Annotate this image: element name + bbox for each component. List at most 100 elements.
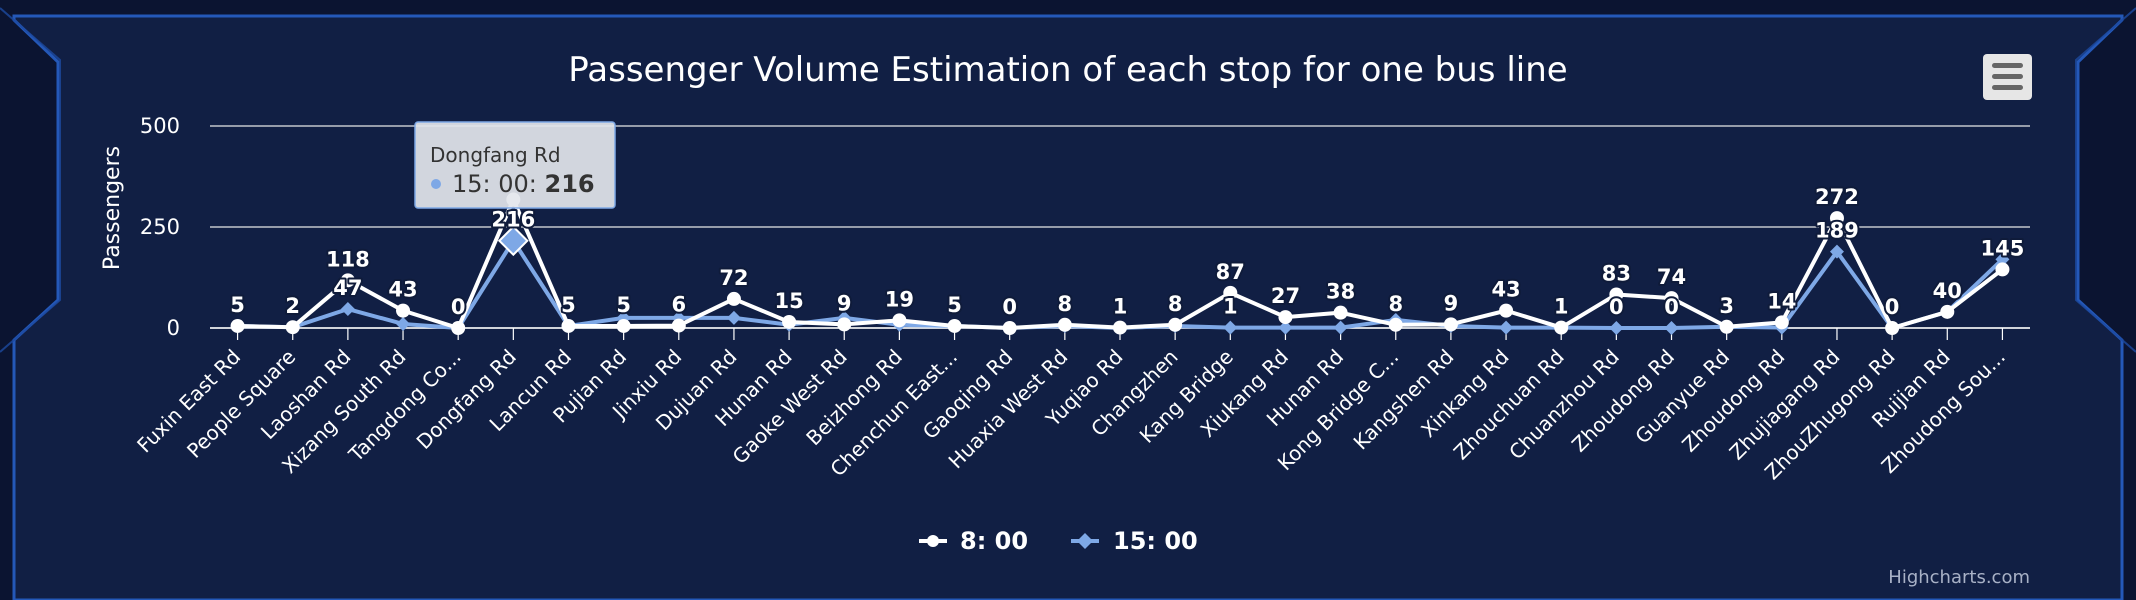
data-label: 5 <box>947 293 962 317</box>
data-point[interactable] <box>1002 321 1017 335</box>
data-point[interactable] <box>1664 321 1679 335</box>
data-label: 1 <box>1554 295 1569 319</box>
data-labels: 5 2 118 43 0 5 5 6 72 15 9 19 5 0 8 1 8 87 27 38 8 9 43 1 83 74 3 1… <box>228 183 2026 321</box>
data-label: 2 <box>285 294 300 318</box>
hamburger-icon <box>1992 63 2023 90</box>
data-point[interactable] <box>1719 319 1734 334</box>
data-point[interactable] <box>340 273 355 288</box>
data-point[interactable] <box>1609 321 1624 335</box>
data-point[interactable] <box>1885 321 1900 335</box>
data-point[interactable] <box>561 318 576 333</box>
data-point[interactable] <box>1664 291 1679 306</box>
data-label: 8 <box>1388 292 1403 316</box>
data-point[interactable] <box>947 318 962 333</box>
credits-link[interactable]: Highcharts.com <box>1888 567 2030 588</box>
data-point[interactable] <box>726 310 741 325</box>
data-point[interactable] <box>1774 315 1789 330</box>
data-label: 5 <box>616 293 631 317</box>
data-label: 1 <box>1223 295 1238 319</box>
data-point[interactable] <box>1554 320 1569 335</box>
data-point[interactable] <box>616 318 631 333</box>
data-point[interactable] <box>1829 244 1844 259</box>
data-point[interactable] <box>230 318 245 333</box>
y-tick-label: 250 <box>140 215 180 239</box>
legend-item-15-00[interactable]: 15: 00 <box>1071 527 1198 555</box>
data-point[interactable] <box>1995 252 2010 267</box>
data-label: 0 <box>1002 295 1017 319</box>
legend-label-15-00: 15: 00 <box>1113 527 1198 555</box>
legend-item-8-00[interactable]: 8: 00 <box>919 527 1028 555</box>
data-point[interactable] <box>1388 317 1403 332</box>
data-point[interactable] <box>285 320 300 335</box>
data-point[interactable] <box>1278 320 1293 335</box>
data-point[interactable] <box>1168 317 1183 332</box>
data-label: 27 <box>1271 284 1300 308</box>
tooltip-series-name: 15: 00 <box>452 170 529 198</box>
data-point[interactable] <box>1499 303 1514 318</box>
menu-button[interactable] <box>1983 54 2032 100</box>
y-axis-ticks: 0 250 500 <box>140 114 180 340</box>
data-label: 272 <box>1815 185 1859 209</box>
data-point[interactable] <box>1499 320 1514 335</box>
data-point[interactable] <box>1333 320 1348 335</box>
data-point[interactable] <box>892 313 907 328</box>
data-label: 9 <box>837 291 852 315</box>
data-label: 0 <box>451 295 466 319</box>
data-point[interactable] <box>1829 211 1844 226</box>
data-label: 118 <box>326 247 370 271</box>
data-point[interactable] <box>1113 320 1127 335</box>
data-point[interactable] <box>340 302 355 317</box>
data-label: 14 <box>1767 289 1796 313</box>
data-point[interactable] <box>671 318 686 333</box>
data-label: 38 <box>1326 280 1355 304</box>
data-label: 1 <box>1113 295 1128 319</box>
tooltip-header: Dongfang Rd <box>430 143 561 167</box>
data-label: 216 <box>491 208 535 232</box>
hovered-data-point[interactable] <box>497 225 529 257</box>
data-label: 0 <box>1664 295 1679 319</box>
data-point[interactable] <box>451 321 466 335</box>
chart-title: Passenger Volume Estimation of each stop… <box>568 50 1567 90</box>
data-label: 15 <box>774 289 803 313</box>
data-point[interactable] <box>1223 320 1238 335</box>
data-label: 6 <box>671 293 686 317</box>
data-label: 72 <box>719 266 748 290</box>
data-point[interactable] <box>1609 287 1624 302</box>
data-point[interactable] <box>1223 285 1238 300</box>
data-label: 5 <box>561 293 576 317</box>
tooltip-separator: : <box>529 170 545 198</box>
data-point[interactable] <box>396 316 411 331</box>
data-label: 8 <box>1058 292 1073 316</box>
data-label: 83 <box>1602 261 1631 285</box>
data-label: 0 <box>1609 295 1624 319</box>
data-point[interactable] <box>837 317 852 332</box>
y-tick-label: 500 <box>140 114 180 138</box>
y-tick-label: 0 <box>167 316 180 340</box>
data-point[interactable] <box>1057 317 1072 332</box>
data-label: 47 <box>333 276 362 300</box>
data-label: 43 <box>388 278 417 302</box>
data-label: 5 <box>230 293 245 317</box>
data-label: 3 <box>1719 294 1734 318</box>
data-point[interactable] <box>1940 304 1955 319</box>
data-label: 43 <box>1491 278 1520 302</box>
data-point[interactable] <box>782 314 797 329</box>
data-point[interactable] <box>1443 317 1458 332</box>
data-label: 9 <box>1444 291 1459 315</box>
data-point[interactable] <box>396 303 411 318</box>
legend-label-8-00: 8: 00 <box>960 527 1028 555</box>
data-label: 189 <box>1815 219 1859 243</box>
data-point[interactable] <box>1278 310 1293 325</box>
data-point[interactable] <box>726 291 741 306</box>
data-label: 74 <box>1657 265 1686 289</box>
y-axis-title: Passengers <box>100 146 125 270</box>
tooltip: Dongfang Rd 15: 00: 216 <box>414 121 616 209</box>
data-point[interactable] <box>1333 305 1348 320</box>
data-point[interactable] <box>1995 262 2010 277</box>
data-label: 0 <box>1885 295 1900 319</box>
tooltip-series: 15: 00: 216 <box>452 170 595 198</box>
data-label: 87 <box>1216 260 1245 284</box>
